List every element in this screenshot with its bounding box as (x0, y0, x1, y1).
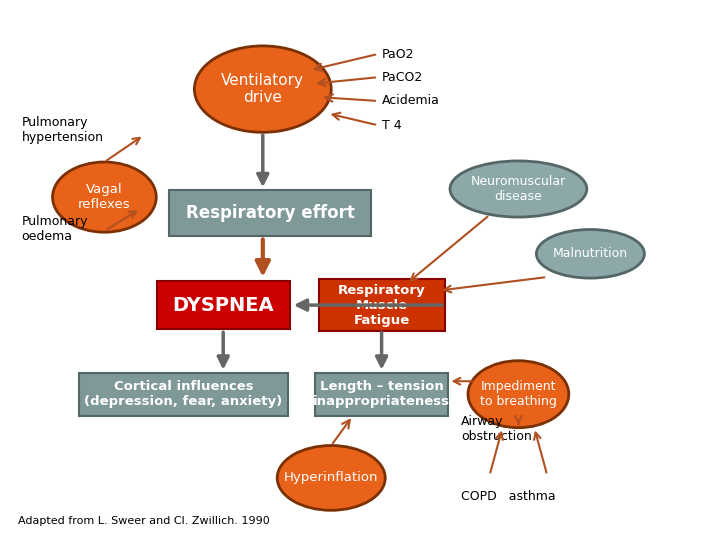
Ellipse shape (53, 162, 156, 232)
Text: Neuromuscular
disease: Neuromuscular disease (471, 175, 566, 203)
FancyBboxPatch shape (315, 373, 448, 416)
Text: Acidemia: Acidemia (382, 94, 439, 107)
Text: Pulmonary
hypertension: Pulmonary hypertension (22, 116, 104, 144)
Text: Impediment
to breathing: Impediment to breathing (480, 380, 557, 408)
Text: PaCO2: PaCO2 (382, 71, 423, 84)
Text: Length – tension
inappropriateness: Length – tension inappropriateness (313, 380, 450, 408)
Text: Pulmonary
oedema: Pulmonary oedema (22, 215, 88, 244)
Ellipse shape (194, 46, 331, 132)
Text: T 4: T 4 (382, 119, 401, 132)
Text: Cortical influences
(depression, fear, anxiety): Cortical influences (depression, fear, a… (84, 380, 283, 408)
Text: Malnutrition: Malnutrition (553, 247, 628, 260)
Text: Respiratory effort: Respiratory effort (186, 204, 354, 222)
Text: PaO2: PaO2 (382, 48, 414, 60)
Ellipse shape (468, 361, 569, 428)
Text: Vagal
reflexes: Vagal reflexes (78, 183, 131, 211)
FancyBboxPatch shape (157, 281, 289, 329)
Text: DYSPNEA: DYSPNEA (172, 295, 274, 315)
Text: Respiratory
Muscle
Fatigue: Respiratory Muscle Fatigue (338, 284, 426, 327)
Text: Adapted from L. Sweer and Cl. Zwillich. 1990: Adapted from L. Sweer and Cl. Zwillich. … (18, 516, 270, 526)
Ellipse shape (277, 446, 385, 510)
FancyBboxPatch shape (79, 373, 288, 416)
Text: Ventilatory
drive: Ventilatory drive (221, 73, 305, 105)
Text: COPD   asthma: COPD asthma (461, 490, 555, 503)
FancyBboxPatch shape (169, 191, 371, 237)
FancyBboxPatch shape (319, 280, 444, 330)
Ellipse shape (536, 230, 644, 278)
Ellipse shape (450, 161, 587, 217)
Text: Airway
obstruction: Airway obstruction (461, 415, 531, 443)
Text: Hyperinflation: Hyperinflation (284, 471, 379, 484)
